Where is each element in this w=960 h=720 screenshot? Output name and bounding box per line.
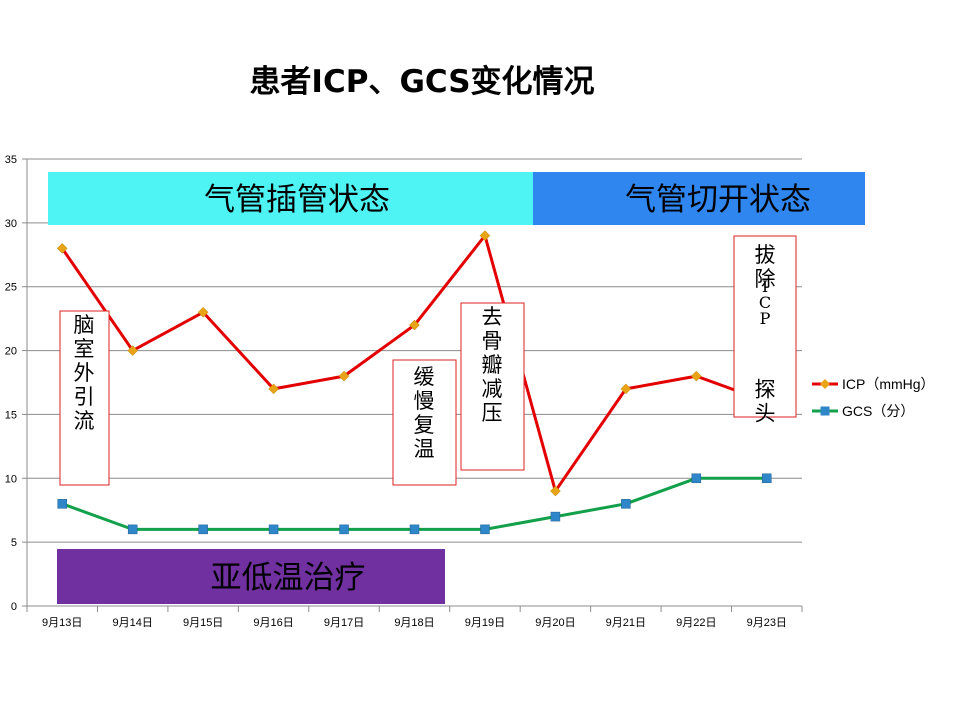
chart-title: 患者ICP、GCS变化情况 <box>249 64 594 100</box>
band-label: 气管插管状态 <box>204 182 390 218</box>
legend: ICP（mmHg） GCS（分） <box>812 376 935 419</box>
gcs-point <box>57 499 67 509</box>
annotation-box-3 <box>460 302 525 471</box>
y-tick-label: 30 <box>5 218 17 230</box>
icp-point <box>550 485 561 497</box>
x-tick-label: 9月17日 <box>324 617 364 629</box>
annotation-label: 去骨瓣减压 <box>482 305 503 425</box>
gcs-point <box>691 473 702 484</box>
x-tick-label: 9月14日 <box>113 617 153 629</box>
series-line-gcs <box>61 476 767 531</box>
x-tick-label: 9月23日 <box>747 617 787 629</box>
icp-point <box>479 230 491 241</box>
icp-point <box>338 370 350 382</box>
gcs-point <box>127 524 138 535</box>
x-tick-label: 9月16日 <box>253 617 293 629</box>
icp-point <box>620 383 632 395</box>
icp-point <box>268 383 279 395</box>
legend-label: GCS（分） <box>842 403 914 419</box>
band-2 <box>533 172 865 225</box>
band-1 <box>48 172 533 225</box>
gcs-point <box>409 524 420 535</box>
annotation-label: 缓慢复温 <box>414 365 435 461</box>
gcs-point <box>762 473 772 484</box>
y-tick-label: 0 <box>11 601 17 613</box>
icp-point <box>690 370 702 382</box>
annotation-box-1 <box>59 310 110 486</box>
icp-point <box>409 319 420 331</box>
x-tick-label: 9月22日 <box>676 617 716 629</box>
gcs-point <box>198 524 208 535</box>
x-tick-label: 9月21日 <box>606 617 646 629</box>
band-3 <box>57 549 445 604</box>
y-tick-label: 20 <box>5 346 17 358</box>
annotation-label: 脑室外引流 <box>74 313 95 433</box>
band-label: 亚低温治疗 <box>211 560 366 596</box>
legend-marker <box>820 379 830 389</box>
gcs-point <box>268 524 279 535</box>
y-tick-label: 15 <box>5 409 17 421</box>
annotation-box-4 <box>733 235 797 418</box>
gcs-point <box>339 524 349 535</box>
y-tick-label: 5 <box>11 537 17 549</box>
icp-point <box>127 345 139 356</box>
annotation-group: 脑室外引流 缓慢复温 去骨瓣减压 拔除I C P 探头 <box>59 235 797 486</box>
x-tick-label: 9月15日 <box>183 617 223 629</box>
axes: 0 5 10 15 20 25 30 35 9月13日 9月14日 9月15日 9月16日 9月17日 9… <box>5 154 803 629</box>
y-tick-label: 35 <box>5 154 17 166</box>
icp-point <box>197 306 209 318</box>
band-label: 气管切开状态 <box>625 182 811 218</box>
legend-marker <box>820 406 830 416</box>
gcs-point <box>621 499 631 509</box>
series-group <box>56 230 773 535</box>
y-tick-label: 10 <box>5 473 17 485</box>
x-tick-label: 9月18日 <box>394 617 434 629</box>
x-tick-label: 9月20日 <box>535 617 575 629</box>
annotation-label: 拔除I C P 探头 <box>755 243 776 425</box>
x-tick-label: 9月19日 <box>465 617 505 629</box>
legend-label: ICP（mmHg） <box>842 376 935 392</box>
gcs-point <box>480 524 490 535</box>
annotation-box-2 <box>392 359 457 486</box>
gcs-point <box>550 511 561 522</box>
x-tick-label: 9月13日 <box>42 617 82 629</box>
y-tick-label: 25 <box>5 282 17 294</box>
icp-point <box>56 243 68 254</box>
